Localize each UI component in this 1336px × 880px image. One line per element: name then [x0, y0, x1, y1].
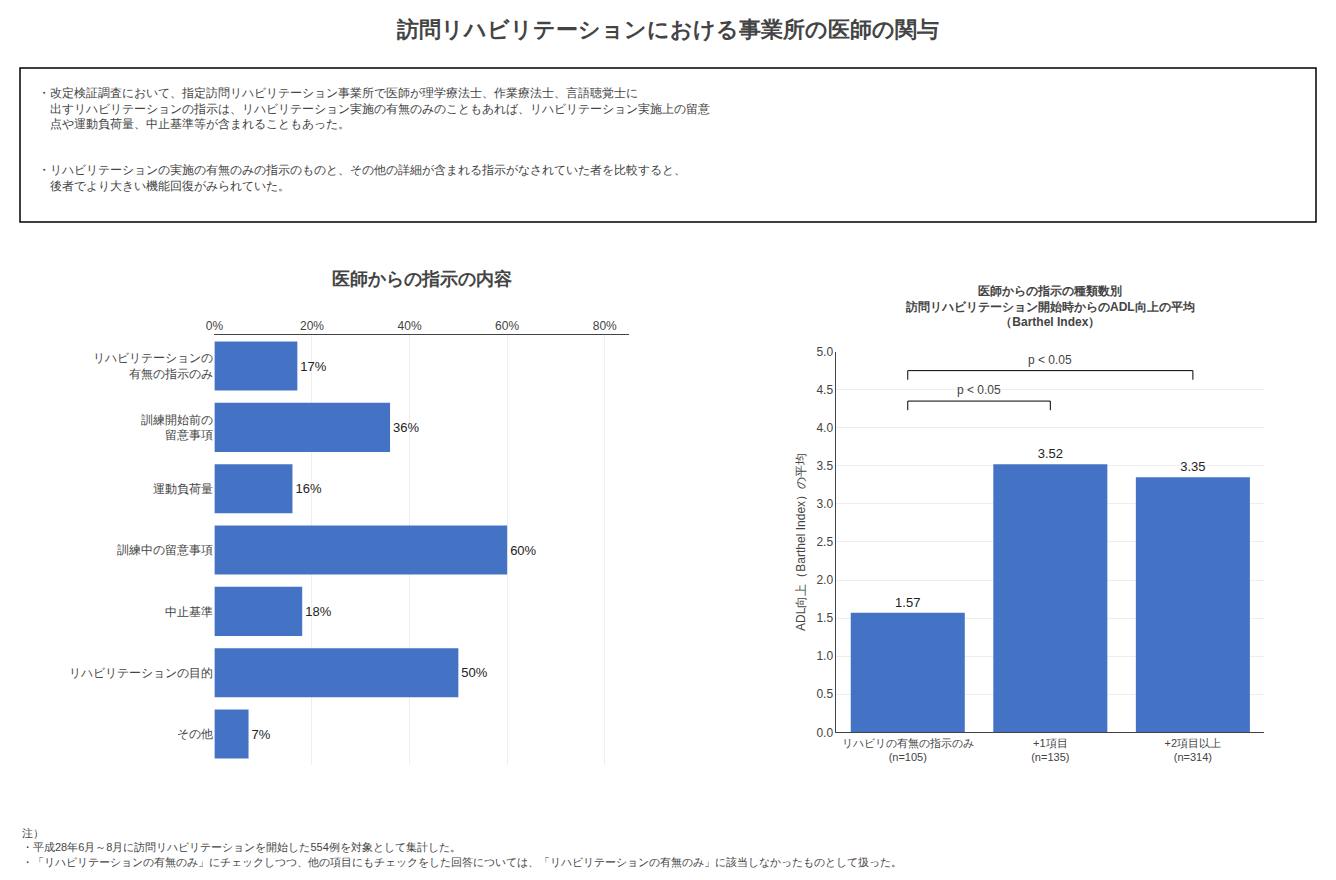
svg-text:・改定検証調査において、指定訪問リハビリテーション事業所で医: ・改定検証調査において、指定訪問リハビリテーション事業所で医師が理学療法士、作業…: [38, 86, 710, 131]
svg-text:p < 0.05: p < 0.05: [957, 383, 1001, 397]
svg-text:ADL向上（Barthel Index）の平均: ADL向上（Barthel Index）の平均: [794, 453, 808, 631]
svg-text:4.5: 4.5: [816, 383, 833, 397]
svg-text:リハビリテーションの目的: リハビリテーションの目的: [69, 666, 213, 680]
svg-text:20%: 20%: [300, 319, 324, 333]
svg-text:0.5: 0.5: [816, 687, 833, 701]
svg-text:中止基準: 中止基準: [165, 605, 213, 619]
svg-text:0%: 0%: [206, 319, 224, 333]
svg-text:リハビリテーションの有無の指示のみ: リハビリテーションの有無の指示のみ: [93, 351, 213, 381]
svg-text:3.5: 3.5: [816, 459, 833, 473]
svg-text:5.0: 5.0: [816, 345, 833, 359]
svg-text:3.52: 3.52: [1038, 446, 1063, 461]
svg-text:その他: その他: [177, 727, 213, 741]
svg-text:2.0: 2.0: [816, 573, 833, 587]
svg-text:+2項目以上(n=314): +2項目以上(n=314): [1165, 737, 1222, 763]
svg-text:40%: 40%: [398, 319, 422, 333]
svg-text:1.57: 1.57: [895, 595, 920, 610]
svg-text:訓練開始前の留意事項: 訓練開始前の留意事項: [141, 413, 213, 443]
svg-text:50%: 50%: [461, 665, 487, 680]
svg-text:3.0: 3.0: [816, 497, 833, 511]
svg-text:注）・平成28年6月～8月に訪問リハビリテーションを開始した: 注）・平成28年6月～8月に訪問リハビリテーションを開始した554例を対象として…: [22, 827, 902, 868]
svg-text:2.5: 2.5: [816, 535, 833, 549]
svg-text:1.0: 1.0: [816, 649, 833, 663]
svg-text:医師からの指示の種類数別訪問リハビリテーション開始時からのA: 医師からの指示の種類数別訪問リハビリテーション開始時からのADL向上の平均（Ba…: [905, 284, 1195, 329]
svg-text:16%: 16%: [295, 481, 321, 496]
svg-text:18%: 18%: [305, 604, 331, 619]
svg-text:17%: 17%: [300, 359, 326, 374]
svg-text:80%: 80%: [593, 319, 617, 333]
svg-text:運動負荷量: 運動負荷量: [153, 482, 213, 496]
svg-text:3.35: 3.35: [1180, 459, 1205, 474]
svg-text:・リハビリテーションの実施の有無のみの指示のものと、その他の: ・リハビリテーションの実施の有無のみの指示のものと、その他の詳細が含まれる指示が…: [38, 163, 686, 193]
svg-text:36%: 36%: [393, 420, 419, 435]
svg-text:p < 0.05: p < 0.05: [1028, 353, 1072, 367]
svg-text:7%: 7%: [252, 727, 271, 742]
svg-text:+1項目(n=135): +1項目(n=135): [1031, 737, 1069, 763]
svg-text:0.0: 0.0: [816, 726, 833, 740]
svg-text:訪問リハビリテーションにおける事業所の医師の関与: 訪問リハビリテーションにおける事業所の医師の関与: [396, 17, 939, 42]
svg-text:60%: 60%: [510, 543, 536, 558]
svg-text:医師からの指示の内容: 医師からの指示の内容: [332, 269, 512, 289]
svg-text:訓練中の留意事項: 訓練中の留意事項: [117, 543, 213, 557]
svg-text:1.5: 1.5: [816, 611, 833, 625]
svg-text:リハビリの有無の指示のみ(n=105): リハビリの有無の指示のみ(n=105): [842, 737, 974, 763]
svg-text:4.0: 4.0: [816, 421, 833, 435]
svg-text:60%: 60%: [495, 319, 519, 333]
